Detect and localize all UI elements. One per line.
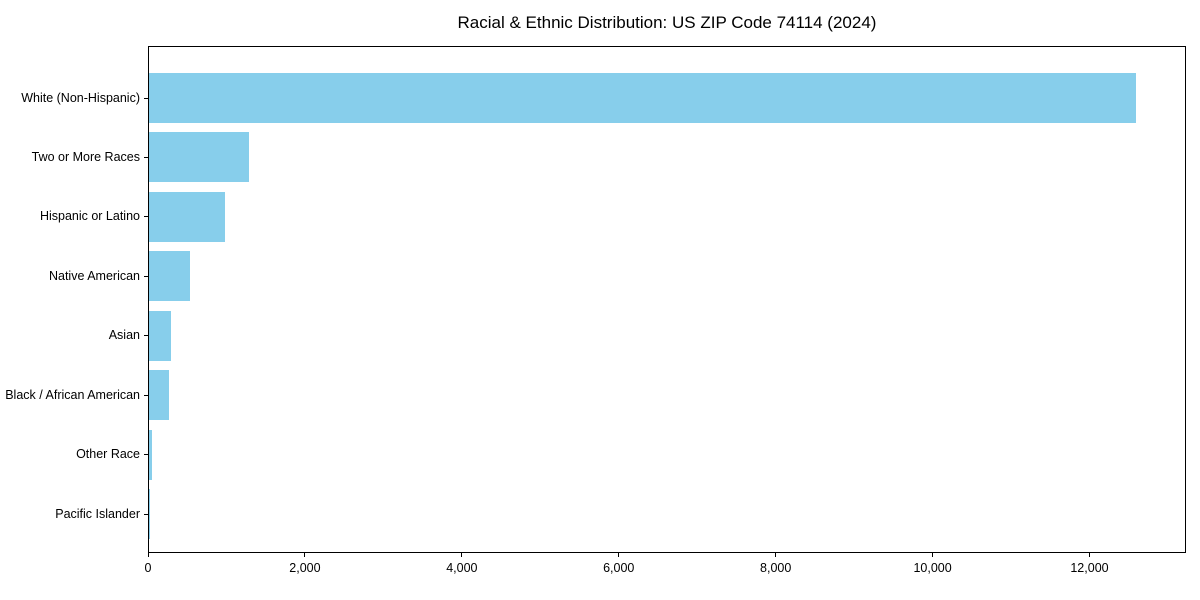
y-tick-label: Black / African American <box>5 387 140 402</box>
bar-black-african-american <box>149 370 170 421</box>
x-tick-label: 0 <box>144 561 152 575</box>
y-tick-label: Two or More Races <box>31 149 140 164</box>
bar-hispanic-or-latino <box>149 191 225 242</box>
y-tick-label: Native American <box>48 268 140 283</box>
y-tick-mark <box>144 97 148 99</box>
x-tick-mark <box>304 553 306 557</box>
y-tick-mark <box>144 335 148 337</box>
y-tick-mark <box>144 156 148 158</box>
y-tick-mark <box>144 275 148 277</box>
x-tick-mark <box>618 553 620 557</box>
y-tick-label: Asian <box>108 328 140 343</box>
x-tick-label: 2,000 <box>289 561 321 575</box>
y-tick-label: Other Race <box>76 447 140 462</box>
x-tick-label: 8,000 <box>760 561 792 575</box>
x-tick-label: 4,000 <box>446 561 478 575</box>
bar-native-american <box>149 251 190 302</box>
bar-asian <box>149 310 171 361</box>
bar-other-race <box>149 429 153 480</box>
y-tick-mark <box>144 394 148 396</box>
x-tick-mark <box>461 553 463 557</box>
x-tick-label: 6,000 <box>603 561 635 575</box>
y-tick-label: Hispanic or Latino <box>39 209 140 224</box>
chart-title: Racial & Ethnic Distribution: US ZIP Cod… <box>457 13 877 32</box>
x-tick-mark <box>1088 553 1090 557</box>
bar-white-non-hispanic <box>149 73 1136 123</box>
y-tick-mark <box>144 513 148 515</box>
plot-area <box>148 46 1186 553</box>
x-tick-mark <box>775 553 777 557</box>
x-tick-label: 12,000 <box>1070 561 1109 575</box>
y-tick-mark <box>144 216 148 218</box>
x-tick-label: 10,000 <box>913 561 952 575</box>
y-tick-label: Pacific Islander <box>55 506 140 521</box>
x-tick-mark <box>147 553 149 557</box>
y-tick-label: White (Non-Hispanic) <box>21 90 140 105</box>
x-tick-mark <box>932 553 934 557</box>
bar-two-or-more-races <box>149 132 250 183</box>
y-tick-mark <box>144 454 148 456</box>
